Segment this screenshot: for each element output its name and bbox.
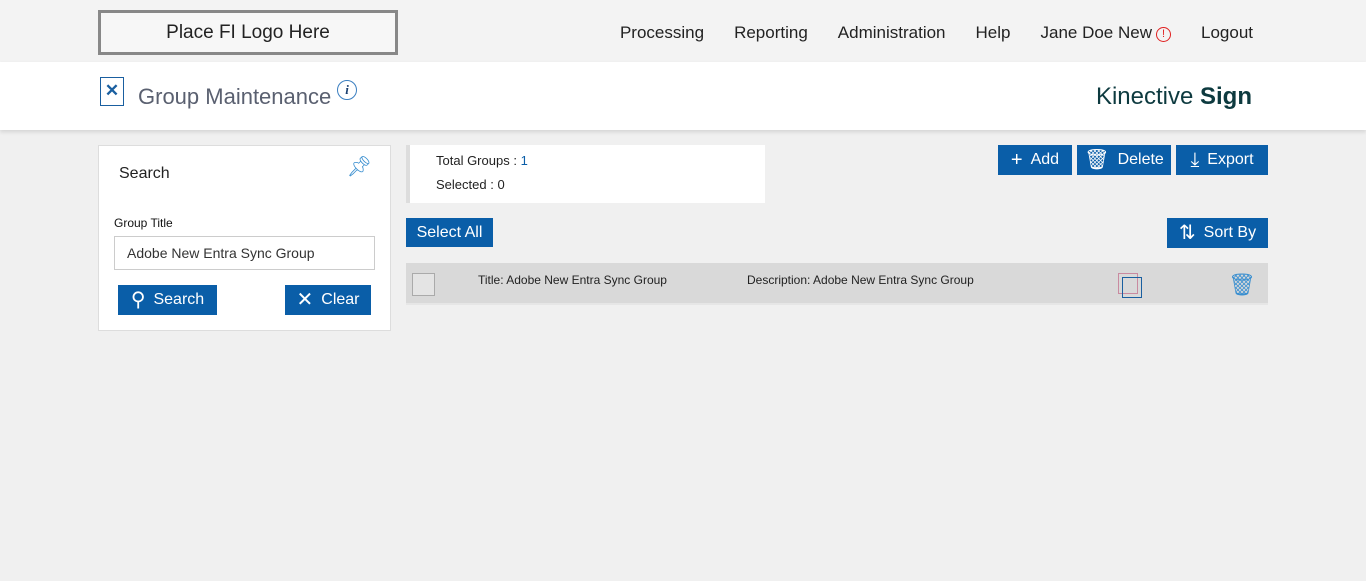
search-heading: Search	[119, 165, 170, 182]
selected-label: Selected :	[436, 177, 494, 192]
brand-logo: Kinective Sign	[1096, 83, 1252, 111]
sort-icon: ⇅	[1178, 222, 1196, 244]
search-panel: Search 📌︎ Group Title ⚲ Search ✕ Clear	[98, 145, 391, 331]
stats-panel: Total Groups : 1 Selected : 0	[406, 145, 765, 203]
table-row: Title: Adobe New Entra Sync Group Descri…	[406, 263, 1268, 305]
info-icon[interactable]: i	[337, 80, 357, 100]
row-title: Title: Adobe New Entra Sync Group	[478, 273, 667, 287]
nav-logout[interactable]: Logout	[1201, 23, 1253, 42]
delete-label: Delete	[1117, 151, 1164, 168]
pin-icon[interactable]: 📌︎	[346, 156, 372, 178]
plus-icon: +	[1010, 149, 1023, 171]
sort-label: Sort By	[1203, 224, 1257, 241]
row-checkbox[interactable]	[412, 273, 435, 296]
selected-count: Selected : 0	[436, 177, 505, 192]
brand-light: Kinective	[1095, 83, 1194, 110]
total-label: Total Groups :	[436, 153, 517, 168]
search-icon: ⚲	[130, 289, 146, 311]
close-icon: ✕	[296, 289, 314, 311]
trash-icon: 🗑︎	[1084, 149, 1110, 171]
export-label: Export	[1207, 151, 1254, 168]
logo-placeholder: Place FI Logo Here	[98, 10, 398, 55]
page-header: ✕ Group Maintenance i Kinective Sign	[0, 62, 1366, 130]
total-value: 1	[520, 153, 528, 168]
add-label: Add	[1030, 151, 1060, 168]
nav-help[interactable]: Help	[975, 23, 1011, 42]
search-button[interactable]: ⚲ Search	[118, 285, 217, 315]
group-title-input[interactable]	[114, 236, 375, 270]
user-name: Jane Doe New	[1040, 23, 1152, 42]
selected-value: 0	[497, 177, 505, 192]
alert-icon[interactable]: !	[1156, 27, 1171, 42]
nav-administration[interactable]: Administration	[837, 23, 946, 42]
clear-button[interactable]: ✕ Clear	[285, 285, 371, 315]
total-groups: Total Groups : 1	[436, 153, 528, 168]
page-title: Group Maintenance	[138, 84, 332, 109]
nav-user[interactable]: Jane Doe New!	[1040, 23, 1171, 43]
nav-processing[interactable]: Processing	[619, 23, 705, 42]
top-bar: Place FI Logo Here Processing Reporting …	[0, 0, 1366, 62]
brand-bold: Sign	[1200, 83, 1252, 110]
clear-button-label: Clear	[321, 291, 360, 308]
select-all-button[interactable]: Select All	[406, 218, 493, 247]
sort-by-button[interactable]: ⇅ Sort By	[1167, 218, 1268, 248]
search-button-label: Search	[153, 291, 205, 308]
group-title-label: Group Title	[114, 216, 173, 230]
download-icon: ⤓	[1190, 149, 1200, 171]
main-nav: Processing Reporting Administration Help…	[620, 23, 1253, 43]
export-button[interactable]: ⤓ Export	[1176, 145, 1268, 175]
copy-icon[interactable]	[1118, 273, 1142, 299]
document-tools-icon: ✕	[100, 77, 124, 106]
row-delete-icon[interactable]: 🗑︎	[1228, 272, 1256, 297]
delete-button[interactable]: 🗑︎ Delete	[1077, 145, 1171, 175]
nav-reporting[interactable]: Reporting	[734, 23, 808, 42]
row-description: Description: Adobe New Entra Sync Group	[747, 273, 974, 287]
add-button[interactable]: + Add	[998, 145, 1072, 175]
